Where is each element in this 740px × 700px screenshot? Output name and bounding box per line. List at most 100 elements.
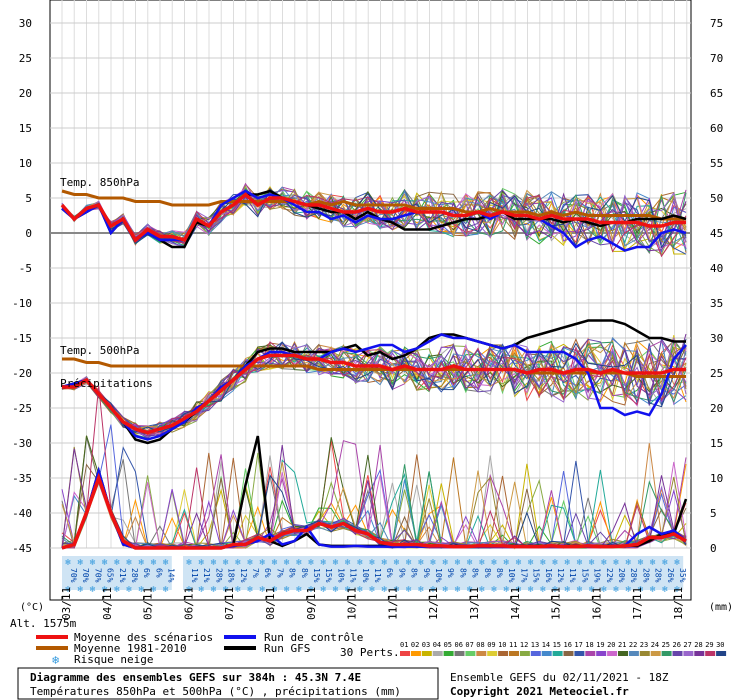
snow-risk-value: 21%	[202, 568, 211, 583]
snow-risk-value: 15%	[532, 568, 541, 583]
snowflake-icon: ❄	[259, 585, 265, 595]
precip-label: Précipitations	[60, 377, 153, 390]
snowflake-icon: ❄	[186, 558, 192, 568]
x-tick-label: 18/11	[672, 587, 685, 620]
snowflake-icon: ❄	[284, 558, 290, 568]
left-tick-label: -30	[12, 437, 32, 450]
pert-legend-swatch	[694, 651, 705, 656]
snowflake-icon: ❄	[102, 558, 108, 568]
snow-risk-value: 10%	[507, 568, 516, 583]
left-tick-label: -20	[12, 367, 32, 380]
snowflake-icon: ❄	[625, 558, 631, 568]
snow-risk-value: 35%	[678, 568, 687, 583]
pert-legend-label: 12	[520, 641, 528, 649]
x-axis: 03/11 04/11 05/11 06/11 07/11 08/11 09/11 10/11…	[60, 587, 685, 620]
pert-legend-swatch	[628, 651, 639, 656]
snowflake-icon: ❄	[528, 585, 534, 595]
right-axis-unit: (mm)	[709, 602, 733, 613]
snowflake-icon: ❄	[381, 558, 387, 568]
snowflake-icon: ❄	[151, 558, 157, 568]
series-t850-line	[61, 189, 686, 221]
snow-risk-value: 28%	[641, 568, 650, 583]
left-tick-label: -10	[12, 297, 32, 310]
snow-risk-value: 8%	[495, 568, 504, 578]
legend-run-gfs: Run GFS	[264, 642, 310, 655]
snow-risk-value: 6%	[385, 568, 394, 578]
snow-risk-band: ❄70%❄❄70%❄❄70%❄❄65%❄❄21%❄❄28%❄❄6%❄❄6%❄❄1…	[62, 556, 687, 595]
pert-legend-label: 21	[618, 641, 626, 649]
snowflake-icon: ❄	[211, 585, 217, 595]
snowflake-icon: ❄	[455, 558, 461, 568]
snowflake-icon: ❄	[503, 558, 509, 568]
pert-legend-label: 13	[531, 641, 539, 649]
snowflake-icon: ❄	[308, 558, 314, 568]
snow-risk-value: 70%	[69, 568, 78, 583]
snowflake-icon: ❄	[467, 585, 473, 595]
right-tick-label: 10	[710, 472, 723, 485]
right-tick-label: 20	[710, 402, 723, 415]
pert-legend-swatch	[487, 651, 498, 656]
snowflake-icon: ❄	[90, 558, 96, 568]
left-tick-label: 25	[19, 52, 32, 65]
right-tick-label: 40	[710, 262, 723, 275]
snowflake-icon: ❄	[394, 558, 400, 568]
pert-t500-line	[61, 341, 687, 436]
snowflake-icon: ❄	[151, 585, 157, 595]
legend-moyenne-scenarios: Moyenne des scénarios	[74, 631, 213, 644]
snowflake-icon: ❄	[455, 585, 461, 595]
snow-risk-value: 10%	[434, 568, 443, 583]
right-tick-label: 45	[710, 227, 723, 240]
snow-risk-value: 12%	[556, 568, 565, 583]
snowflake-icon: ❄	[638, 558, 644, 568]
pert-legend-label: 07	[465, 641, 473, 649]
x-tick-label: 08/11	[264, 587, 277, 620]
footer-copyright: Copyright 2021 Meteociel.fr	[450, 685, 629, 698]
snowflake-icon: ❄	[296, 585, 302, 595]
snowflake-icon: ❄	[345, 558, 351, 568]
left-tick-label: -40	[12, 507, 32, 520]
pert-legend-swatch	[519, 651, 530, 656]
snowflake-icon: ❄	[577, 585, 583, 595]
pert-legend-swatch	[421, 651, 432, 656]
snowflake-icon: ❄	[284, 585, 290, 595]
pert-legend-swatch	[400, 651, 410, 656]
pert-legend-swatch	[454, 651, 465, 656]
x-tick-label: 03/11	[60, 587, 73, 620]
snowflake-icon: ❄	[491, 585, 497, 595]
snowflake-icon: ❄	[430, 558, 436, 568]
pert-legend-swatch	[552, 651, 563, 656]
snow-risk-value: 6%	[263, 568, 272, 578]
pert-legend-swatch	[541, 651, 552, 656]
snow-risk-value: 11%	[349, 568, 358, 583]
pert-legend-label: 05	[444, 641, 452, 649]
pert-legend-swatch	[563, 651, 574, 656]
snowflake-icon: ❄	[126, 585, 132, 595]
series-t500-line	[62, 357, 686, 378]
left-axis-unit: (°C)	[20, 602, 44, 613]
right-tick-label: 65	[710, 87, 723, 100]
snowflake-icon: ❄	[625, 585, 631, 595]
snow-risk-value: 19%	[593, 568, 602, 583]
left-tick-label: 0	[25, 227, 32, 240]
snowflake-icon: ❄	[650, 585, 656, 595]
right-tick-label: 50	[710, 192, 723, 205]
pert-legend-label: 06	[455, 641, 463, 649]
snowflake-icon: ❄	[272, 558, 278, 568]
snowflake-icon: ❄	[357, 585, 363, 595]
pert-legend-label: 29	[705, 641, 713, 649]
snow-risk-value: 8%	[410, 568, 419, 578]
snow-risk-value: 11%	[568, 568, 577, 583]
snowflake-icon: ❄	[345, 585, 351, 595]
pert-legend-swatch	[618, 651, 628, 656]
snowflake-icon: ❄	[467, 558, 473, 568]
pert-legend-label: 16	[564, 641, 572, 649]
snowflake-icon: ❄	[52, 653, 59, 667]
pert-legend-label: 10	[498, 641, 506, 649]
snowflake-icon: ❄	[406, 558, 412, 568]
snowflake-icon: ❄	[235, 558, 241, 568]
snow-risk-value: 28%	[214, 568, 223, 583]
snow-risk-value: 70%	[93, 568, 102, 583]
pert-legend-swatch	[585, 651, 596, 656]
left-tick-label: 30	[19, 17, 32, 30]
snowflake-icon: ❄	[638, 585, 644, 595]
